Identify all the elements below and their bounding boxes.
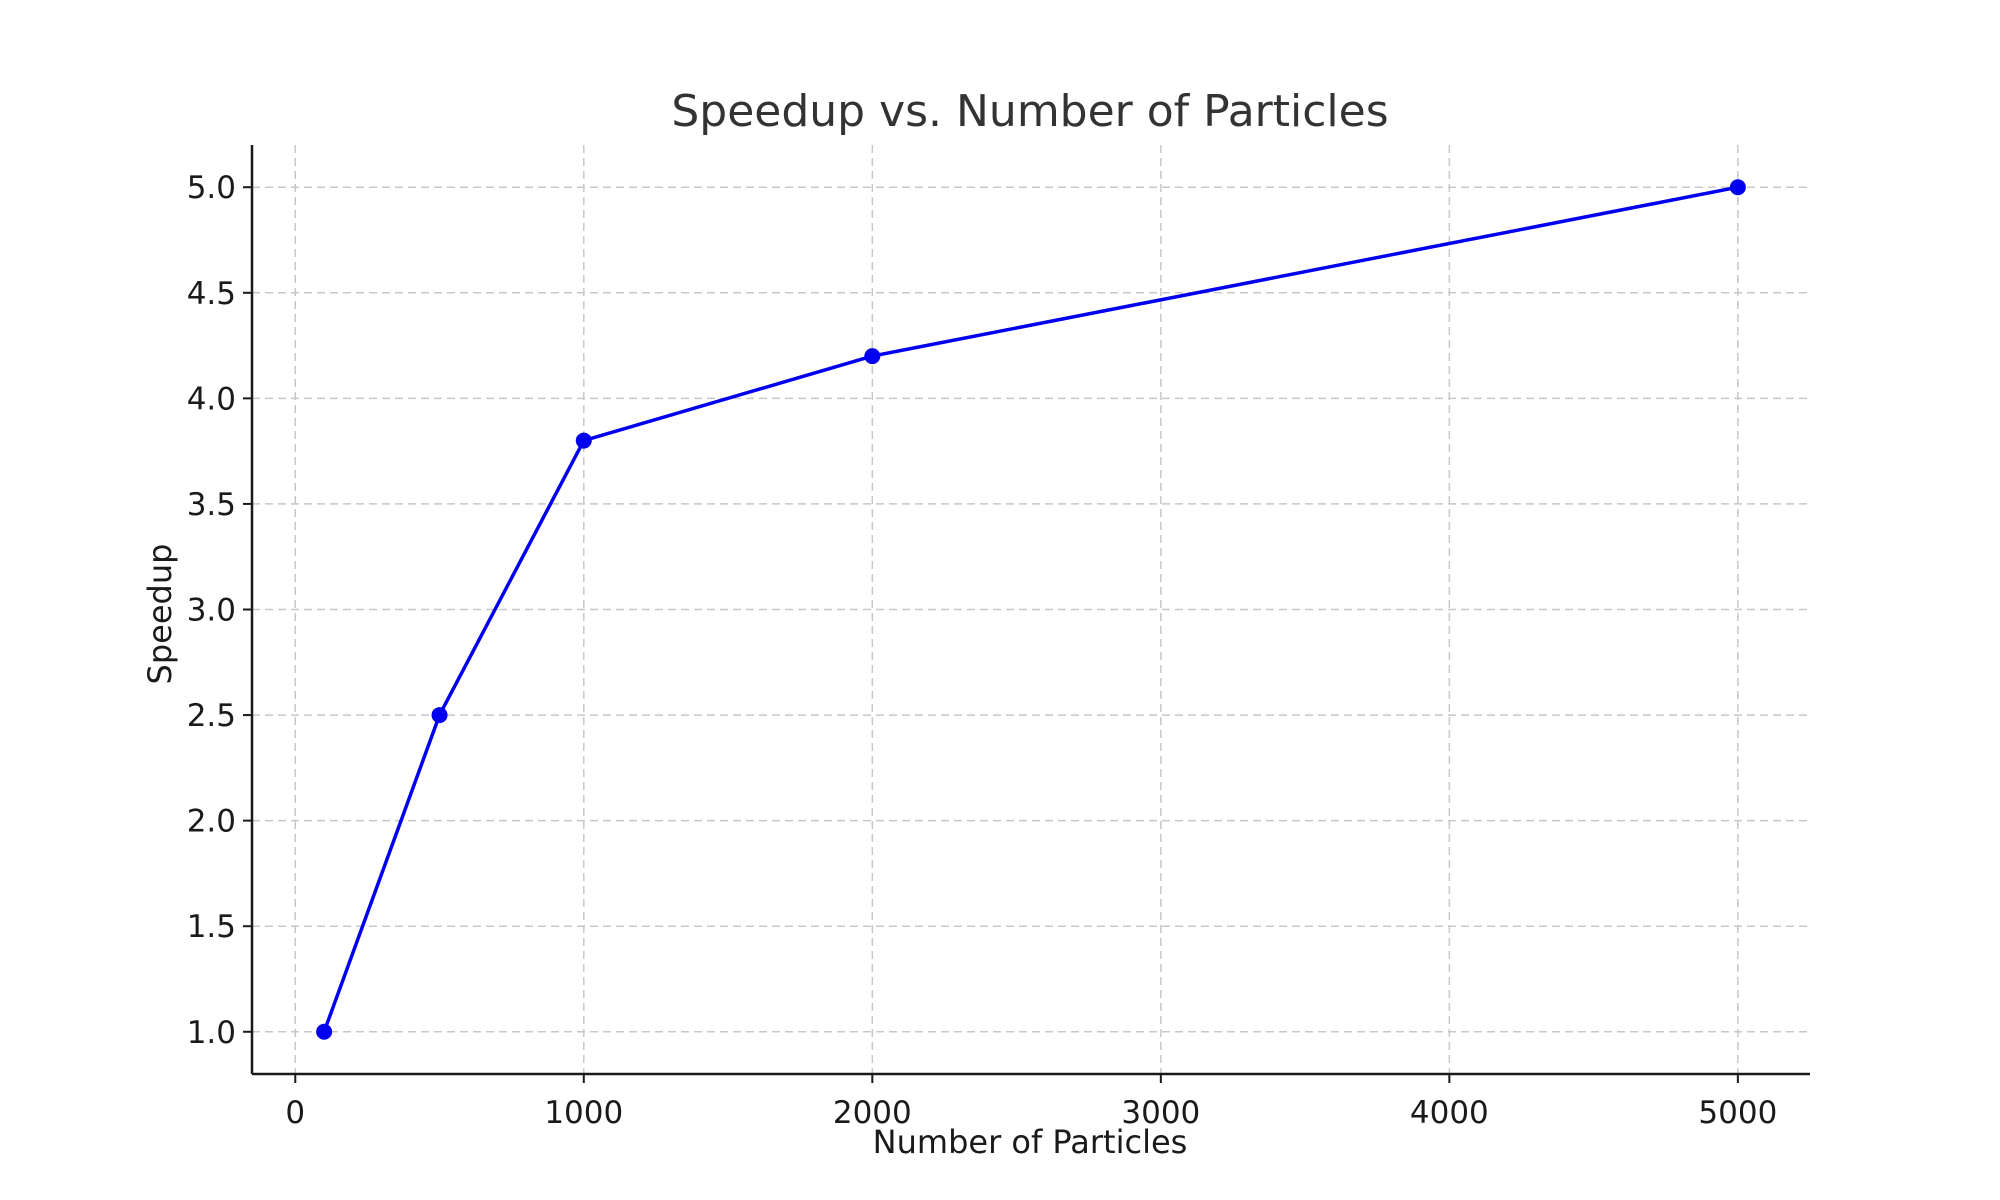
x-tick-label: 2000 — [833, 1095, 912, 1131]
data-point — [864, 348, 881, 365]
x-tick-label: 1000 — [544, 1095, 623, 1131]
y-tick-label: 3.0 — [187, 593, 236, 629]
x-axis-label: Number of Particles — [873, 1123, 1188, 1161]
y-tick-label: 4.0 — [187, 381, 236, 417]
data-point — [1729, 179, 1746, 196]
y-tick-label: 1.0 — [187, 1015, 236, 1051]
series-line — [322, 185, 1739, 1033]
y-axis-label: Speedup — [141, 544, 179, 685]
data-point — [575, 432, 592, 449]
y-tick-label: 2.0 — [187, 804, 236, 840]
y-tick-label: 2.5 — [187, 698, 236, 734]
grid — [252, 145, 1810, 1074]
y-tick-label: 5.0 — [187, 170, 236, 206]
x-tick-label: 0 — [285, 1095, 305, 1131]
x-tick-label: 5000 — [1698, 1095, 1777, 1131]
x-tick-label: 3000 — [1121, 1095, 1200, 1131]
series — [316, 179, 1746, 1040]
axes — [250, 145, 1810, 1076]
y-axis-ticks: 1.0 1.5 2.0 2.5 3.0 3.5 4.0 4.5 5.0 — [187, 170, 252, 1051]
y-tick-label: 3.5 — [187, 487, 236, 523]
x-tick-label: 4000 — [1410, 1095, 1489, 1131]
y-tick-label: 4.5 — [187, 276, 236, 312]
chart-title: Speedup vs. Number of Particles — [671, 86, 1388, 137]
data-point — [431, 707, 448, 724]
x-axis-ticks: 0 1000 2000 3000 4000 5000 — [285, 1074, 1777, 1131]
data-point — [316, 1023, 333, 1040]
y-tick-label: 1.5 — [187, 909, 236, 945]
